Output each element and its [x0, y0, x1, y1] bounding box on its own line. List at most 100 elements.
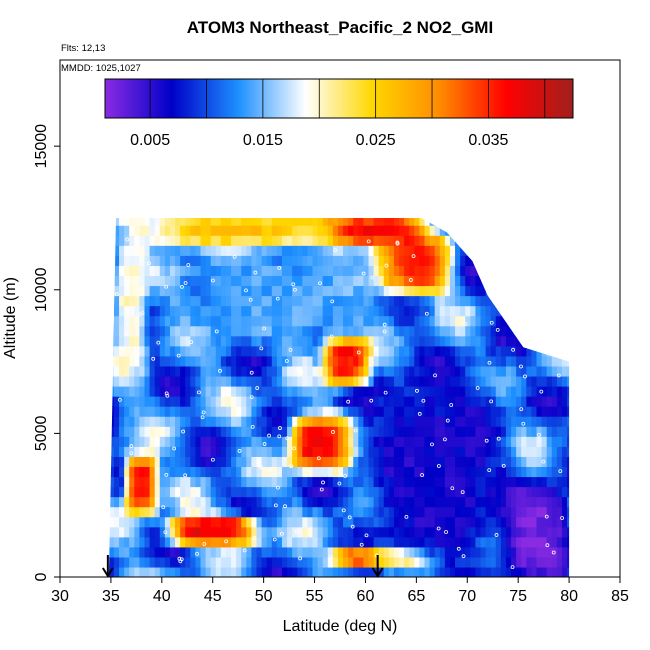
heatmap-cell: [434, 315, 441, 327]
heatmap-cell: [231, 556, 237, 568]
heatmap-cell: [322, 225, 329, 236]
heatmap-cell: [164, 406, 171, 417]
heatmap-cell: [215, 426, 222, 437]
measurement-point: [436, 464, 441, 468]
heatmap-cell: [220, 275, 227, 287]
heatmap-cell: [225, 245, 232, 256]
heatmap-cell: [414, 375, 421, 387]
heatmap-cell: [465, 506, 471, 518]
heatmap-cell: [465, 406, 471, 417]
heatmap-cell: [327, 325, 334, 337]
heatmap-cell: [322, 526, 329, 538]
heatmap-cell: [348, 285, 354, 297]
heatmap-cell: [439, 466, 446, 478]
measurement-point: [249, 395, 254, 400]
heatmap-cell: [261, 235, 268, 246]
heatmap-cell: [455, 486, 461, 498]
heatmap-cell: [236, 426, 242, 437]
heatmap-cell: [444, 355, 451, 367]
heatmap-cell: [175, 496, 181, 508]
heatmap-cell: [363, 325, 370, 337]
heatmap-cell: [567, 566, 570, 577]
heatmap-cell: [449, 305, 456, 317]
heatmap-cell: [358, 365, 365, 377]
measurement-point: [556, 373, 561, 378]
heatmap-cell: [475, 255, 482, 266]
measurement-point: [248, 297, 253, 302]
heatmap-cell: [399, 416, 405, 427]
heatmap-cell: [363, 496, 370, 508]
heatmap-cell: [470, 536, 477, 548]
heatmap-cell: [266, 365, 273, 377]
heatmap-cell: [378, 416, 385, 427]
heatmap-cell: [129, 355, 135, 367]
heatmap-cell: [465, 546, 471, 558]
heatmap-cell: [261, 406, 268, 417]
heatmap-cell: [531, 436, 538, 447]
heatmap-cell: [129, 406, 135, 417]
heatmap-cell: [485, 486, 492, 498]
heatmap-cell: [439, 217, 446, 226]
heatmap-cell: [358, 235, 365, 246]
heatmap-cell: [449, 225, 456, 236]
heatmap-cell: [139, 345, 146, 357]
heatmap-cell: [348, 345, 354, 357]
heatmap-cell: [368, 275, 375, 287]
heatmap-cell: [195, 506, 202, 518]
heatmap-cell: [404, 486, 410, 498]
heatmap-cell: [551, 456, 558, 468]
heatmap-cell: [383, 446, 390, 457]
heatmap-cell: [449, 355, 456, 367]
heatmap-cell: [129, 275, 135, 287]
heatmap-cell: [332, 506, 339, 518]
heatmap-cell: [516, 365, 522, 377]
heatmap-cell: [556, 315, 563, 327]
heatmap-cell: [536, 235, 543, 246]
heatmap-cell: [139, 245, 146, 256]
heatmap-cell: [175, 305, 181, 317]
heatmap-cell: [485, 285, 492, 297]
heatmap-cell: [292, 536, 298, 548]
heatmap-cell: [353, 245, 359, 256]
heatmap-cell: [388, 355, 395, 367]
heatmap-cell: [139, 325, 146, 337]
heatmap-cell: [399, 345, 405, 357]
heatmap-cell: [327, 496, 334, 508]
heatmap-cell: [144, 275, 151, 287]
heatmap-cell: [169, 385, 176, 397]
heatmap-cell: [480, 396, 487, 407]
heatmap-cell: [409, 456, 415, 468]
heatmap-cell: [505, 496, 512, 508]
heatmap-cell: [241, 345, 247, 357]
heatmap-cell: [332, 466, 339, 478]
heatmap-cell: [337, 396, 344, 407]
heatmap-cell: [475, 426, 482, 437]
heatmap-cell: [322, 325, 329, 337]
heatmap-cell: [511, 265, 517, 277]
heatmap-cell: [124, 335, 130, 347]
heatmap-cell: [276, 255, 283, 266]
heatmap-cell: [149, 456, 156, 468]
heatmap-cell: [159, 506, 166, 518]
heatmap-cell: [292, 426, 298, 437]
heatmap-cell: [444, 506, 451, 518]
heatmap-cell: [460, 406, 466, 417]
heatmap-cell: [266, 385, 273, 397]
heatmap-cell: [149, 516, 156, 528]
heatmap-cell: [256, 385, 263, 397]
heatmap-cell: [348, 456, 354, 468]
heatmap-cell: [261, 365, 268, 377]
heatmap-cell: [348, 235, 354, 246]
heatmap-cell: [546, 446, 553, 457]
heatmap-cell: [409, 556, 415, 568]
heatmap-cell: [439, 295, 446, 307]
heatmap-cell: [460, 486, 466, 498]
heatmap-cell: [353, 436, 359, 447]
heatmap-cell: [353, 536, 359, 548]
heatmap-cell: [307, 335, 314, 347]
heatmap-cell: [378, 466, 385, 478]
heatmap-cell: [475, 516, 482, 528]
heatmap-cell: [220, 285, 227, 297]
heatmap-cell: [475, 536, 482, 548]
heatmap-cell: [475, 265, 482, 277]
